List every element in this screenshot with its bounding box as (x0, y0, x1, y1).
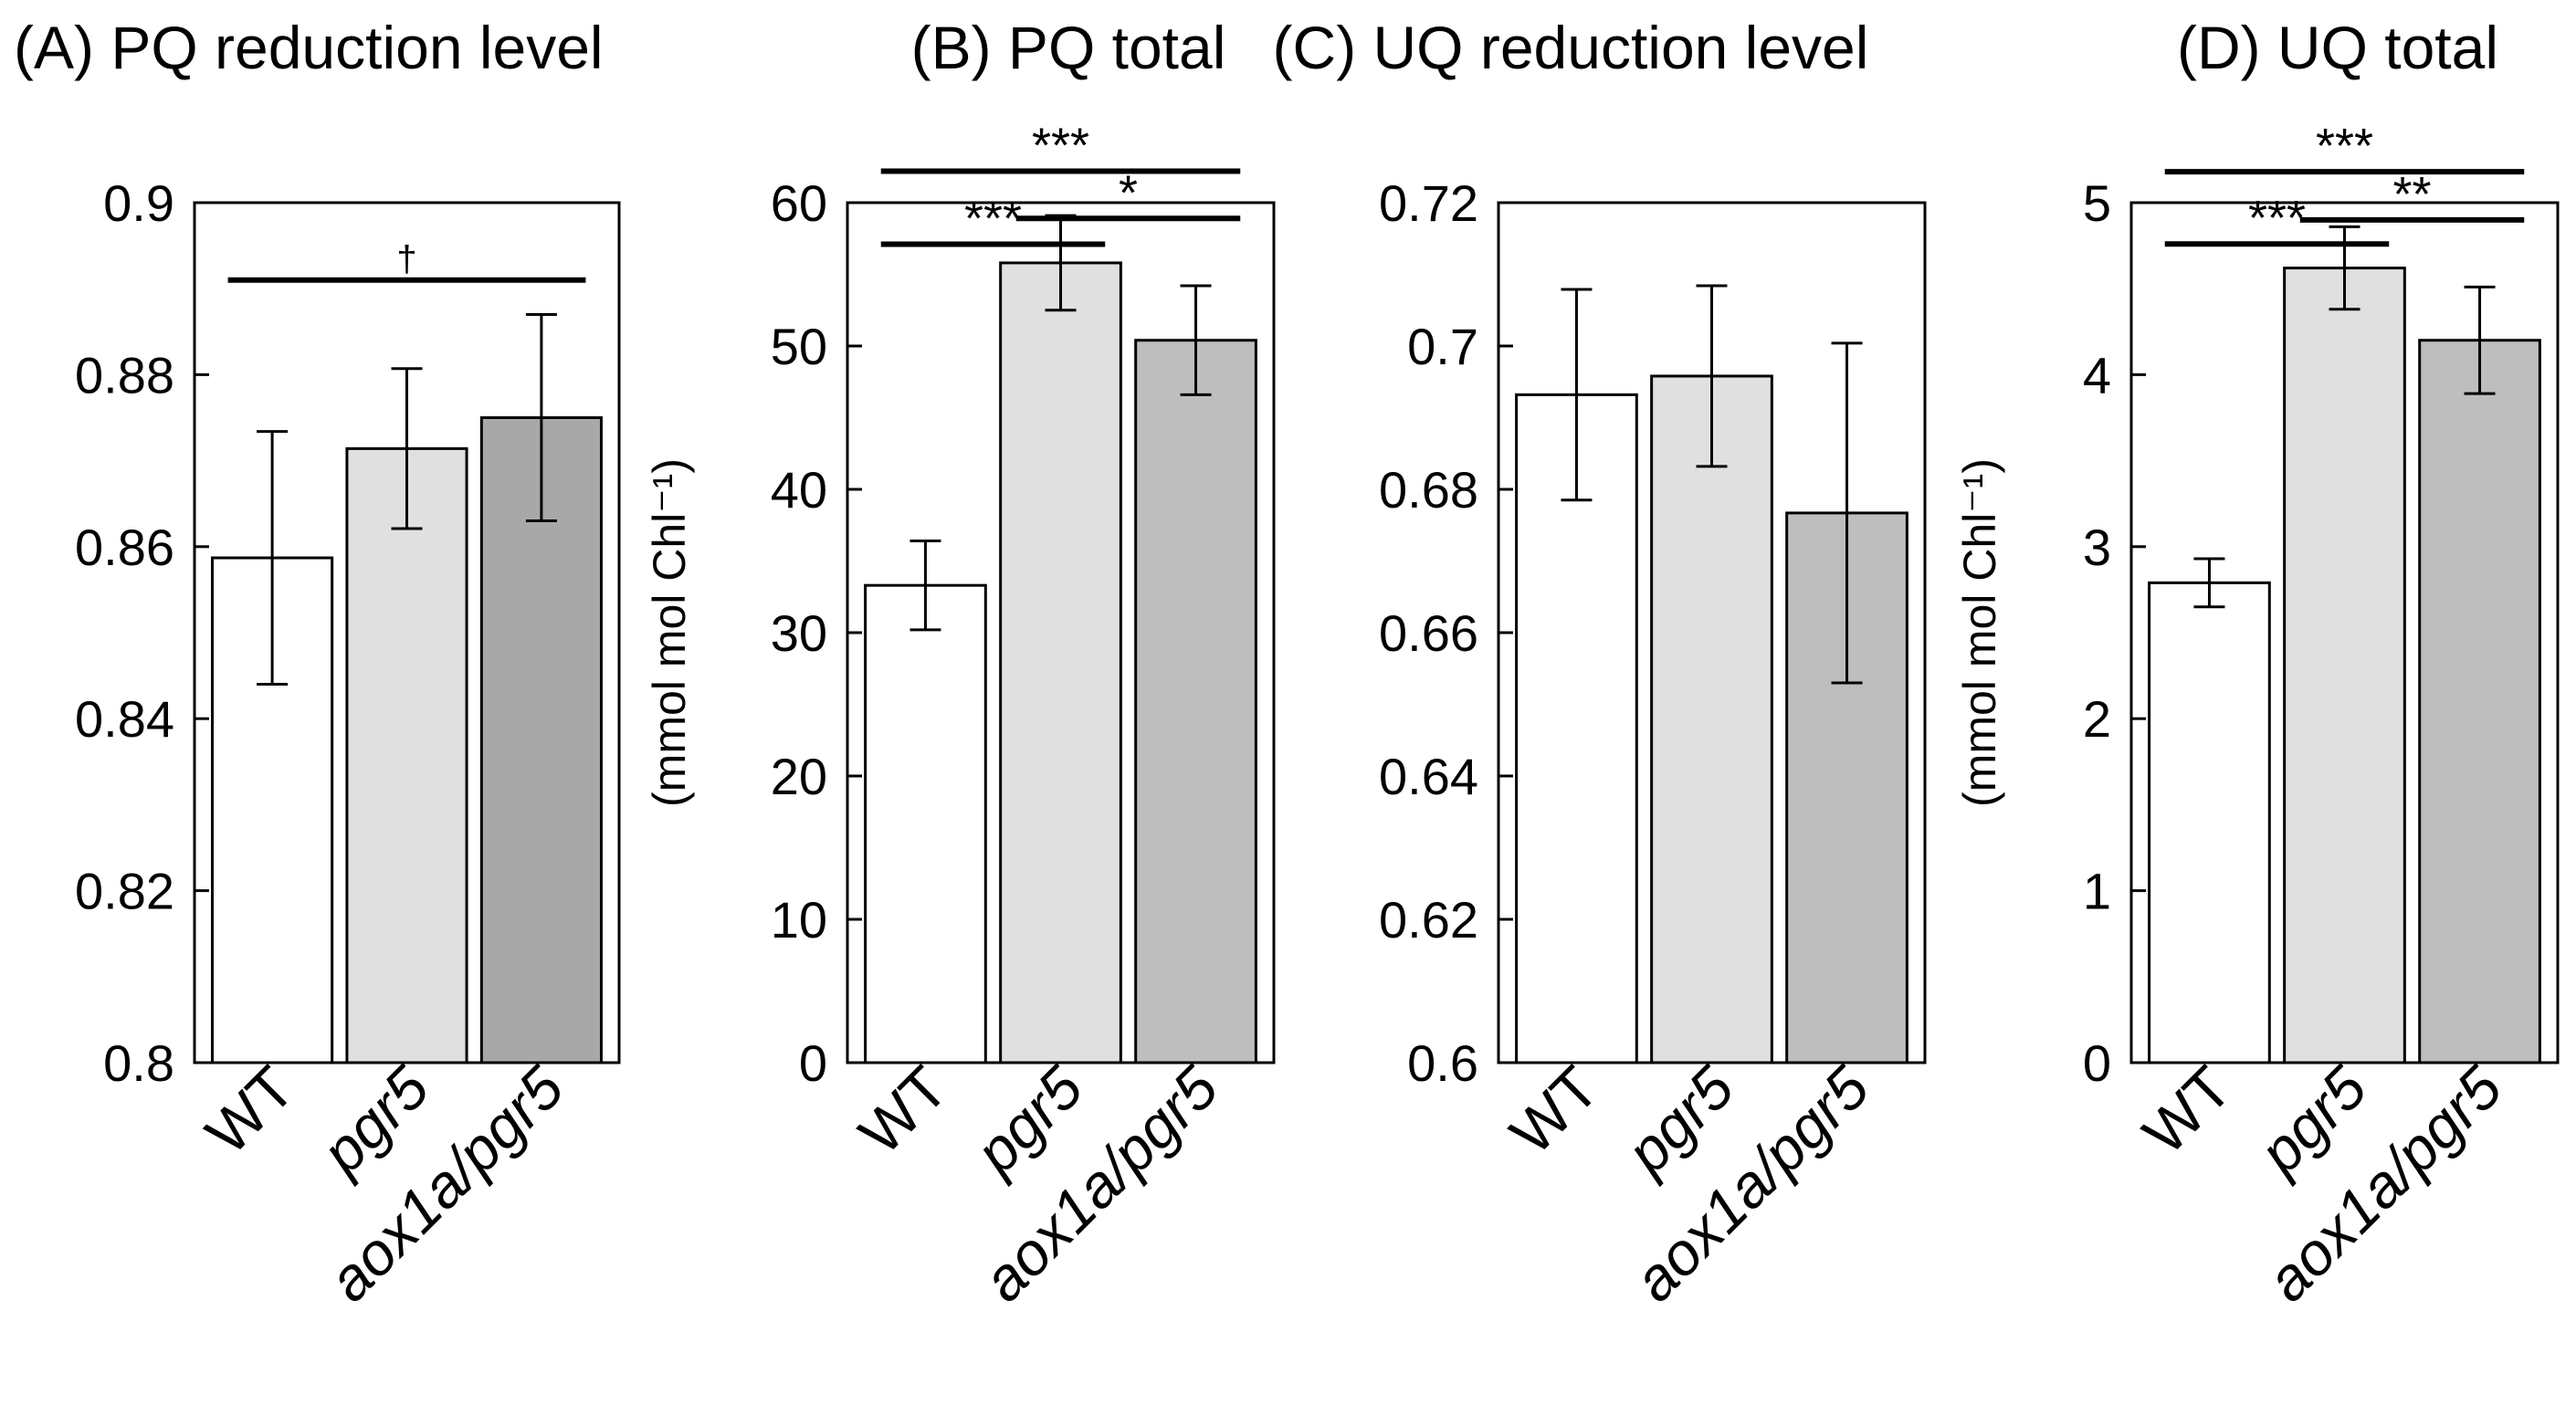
y-tick-label: 0.86 (75, 519, 174, 576)
chart-title: (A) PQ reduction level (14, 14, 604, 81)
chart-title: (D) UQ total (2177, 14, 2498, 81)
y-tick-label: 30 (771, 604, 827, 662)
y-tick-label: 20 (771, 748, 827, 805)
plot-frame (1497, 201, 1927, 1064)
x-tick-label: WT (2129, 1054, 2244, 1168)
chart-title: (C) UQ reduction level (1273, 14, 1869, 81)
significance-label: ** (2393, 167, 2432, 222)
bar-pgr5 (999, 261, 1122, 1064)
y-axis-label: (mmol mol Chl⁻¹) (644, 458, 695, 807)
y-tick-label: 40 (771, 461, 827, 519)
y-tick-label: 0.9 (103, 174, 174, 232)
y-tick-label: 0.8 (103, 1034, 174, 1092)
significance-label: *** (2248, 191, 2306, 246)
y-tick-label: 1 (2083, 863, 2111, 920)
chart-panel-c: (C) UQ reduction level 0.6 0.62 0.64 0.66 0.6… (1273, 14, 1927, 1314)
x-tick-label: WT (193, 1054, 307, 1168)
x-tick-label: WT (1497, 1054, 1611, 1168)
chart-title: (B) PQ total (911, 14, 1226, 81)
chart-panel-b: (B) PQ total (mmol mol Chl⁻¹) 0 10 20 30 40 50 6… (644, 14, 1276, 1314)
bar-pgr5 (345, 446, 468, 1064)
y-axis-label: (mmol mol Chl⁻¹) (1954, 458, 2005, 807)
y-tick-label: 0.68 (1379, 461, 1478, 519)
plot-frame (846, 201, 1276, 1064)
significance-label: *** (964, 192, 1022, 246)
y-tick-label: 10 (771, 891, 827, 949)
y-tick-label: 0.62 (1379, 891, 1478, 949)
y-tick-label: 0.88 (75, 346, 174, 404)
bar-wt (2148, 581, 2271, 1064)
y-tick-label: 2 (2083, 690, 2111, 748)
bar-pgr5 (1650, 374, 1773, 1064)
y-tick-label: 0.6 (1407, 1034, 1478, 1092)
bar-wt (1515, 393, 1638, 1064)
significance-label: *** (1032, 118, 1089, 173)
y-tick-label: 0 (799, 1034, 827, 1092)
chart-panel-a: (A) PQ reduction level 0.8 0.82 0.84 0.86 0.8… (14, 14, 621, 1314)
bar-wt (864, 583, 987, 1064)
y-tick-label: 60 (771, 174, 827, 232)
significance-label: * (1119, 165, 1138, 220)
plot-frame (2129, 201, 2560, 1064)
bar-pgr5 (2283, 267, 2406, 1064)
y-tick-label: 4 (2083, 346, 2111, 404)
bar-aox1a-pgr5 (1134, 339, 1257, 1064)
y-tick-label: 0.84 (75, 690, 174, 748)
plot-frame (193, 201, 621, 1064)
y-tick-label: 50 (771, 318, 827, 375)
bar-aox1a-pgr5 (2418, 339, 2541, 1064)
y-tick-label: 0.82 (75, 863, 174, 920)
y-tick-label: 0.66 (1379, 604, 1478, 662)
y-tick-label: 0 (2083, 1034, 2111, 1092)
significance-label: † (396, 239, 416, 279)
bar-aox1a-pgr5 (479, 416, 603, 1064)
x-tick-label: WT (846, 1054, 960, 1168)
y-tick-label: 0.64 (1379, 748, 1478, 805)
y-tick-label: 0.7 (1407, 318, 1478, 375)
y-tick-label: 3 (2083, 519, 2111, 576)
significance-label: *** (2316, 119, 2373, 173)
y-tick-label: 5 (2083, 174, 2111, 232)
y-tick-label: 0.72 (1379, 174, 1478, 232)
